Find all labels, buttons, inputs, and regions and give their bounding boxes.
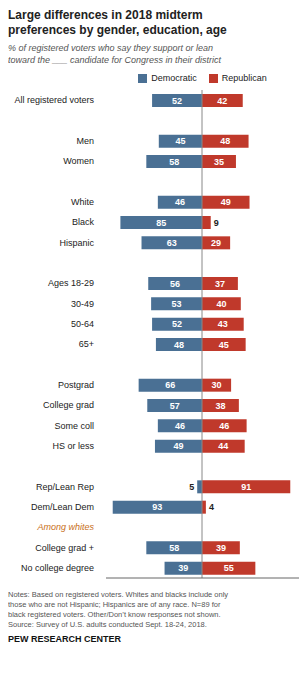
svg-text:52: 52 [172,319,182,329]
svg-text:All registered voters: All registered voters [14,95,94,105]
svg-text:9: 9 [214,218,219,228]
svg-text:College grad: College grad [43,400,94,410]
svg-text:93: 93 [152,502,162,512]
html-text:Democratic: Democratic [151,73,197,83]
svg-text:White: White [71,197,94,207]
svg-text:5: 5 [189,482,194,492]
svg-text:HS or less: HS or less [52,441,94,451]
svg-text:44: 44 [218,441,228,451]
svg-text:48: 48 [220,136,230,146]
svg-text:46: 46 [175,421,185,431]
svg-text:42: 42 [217,96,227,106]
svg-text:91: 91 [241,482,251,492]
svg-text:66: 66 [165,380,175,390]
html-text:Republican: Republican [221,73,267,83]
svg-text:85: 85 [156,218,166,228]
html-text:Notes: Based on registered vot: Notes: Based on registered voters. White… [8,590,229,629]
svg-text:Postgrad: Postgrad [58,380,94,390]
svg-text:43: 43 [218,319,228,329]
svg-text:50-64: 50-64 [71,319,94,329]
html-text:PEW RESEARCH CENTER: PEW RESEARCH CENTER [8,634,121,644]
svg-text:63: 63 [167,238,177,248]
svg-text:65+: 65+ [79,339,94,349]
svg-text:Hispanic: Hispanic [59,238,94,248]
svg-text:No college degree: No college degree [21,563,94,573]
svg-text:30: 30 [212,380,222,390]
svg-text:Women: Women [63,156,94,166]
svg-text:30-49: 30-49 [71,299,94,309]
html-text:% of registered voters who say: % of registered voters who say they supp… [8,43,222,65]
svg-text:46: 46 [219,421,229,431]
svg-text:49: 49 [221,197,231,207]
svg-text:58: 58 [169,157,179,167]
svg-text:38: 38 [215,401,225,411]
svg-text:56: 56 [170,279,180,289]
svg-text:Dem/Lean Dem: Dem/Lean Dem [31,502,94,512]
svg-text:College grad +: College grad + [35,543,94,553]
svg-text:39: 39 [216,543,226,553]
svg-text:Among whites: Among whites [36,522,94,532]
svg-text:4: 4 [209,502,214,512]
svg-text:Rep/Lean Rep: Rep/Lean Rep [36,482,94,492]
html-text:Large differences in 2018 midt: Large differences in 2018 midterm prefer… [8,8,227,37]
svg-text:35: 35 [214,157,224,167]
svg-text:53: 53 [172,299,182,309]
svg-text:39: 39 [178,563,188,573]
svg-text:29: 29 [211,238,221,248]
svg-text:40: 40 [216,299,226,309]
svg-text:Some coll: Some coll [54,421,94,431]
svg-text:Men: Men [76,136,94,146]
svg-text:57: 57 [170,401,180,411]
svg-text:58: 58 [169,543,179,553]
svg-text:45: 45 [175,136,185,146]
svg-text:48: 48 [174,340,184,350]
svg-text:46: 46 [175,197,185,207]
svg-text:55: 55 [224,563,234,573]
svg-text:37: 37 [215,279,225,289]
svg-text:45: 45 [219,340,229,350]
svg-text:Ages 18-29: Ages 18-29 [48,278,94,288]
svg-text:52: 52 [172,96,182,106]
svg-text:49: 49 [173,441,183,451]
svg-text:Black: Black [72,217,95,227]
